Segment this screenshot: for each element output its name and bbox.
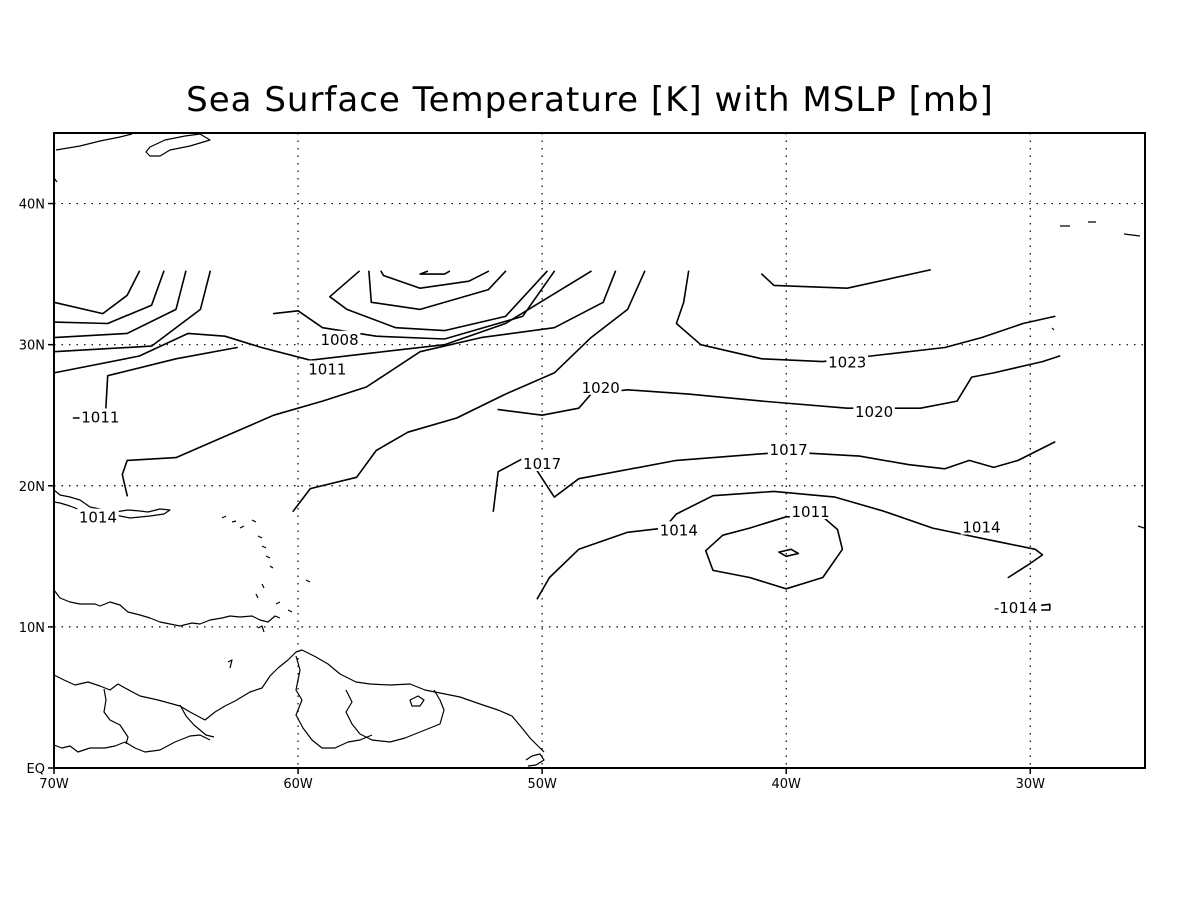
isobar-1014 xyxy=(121,270,617,497)
isobars xyxy=(53,269,1061,611)
isobar-label: 1017 xyxy=(523,455,561,473)
isobar-label-bg xyxy=(77,508,119,525)
map-title: Sea Surface Temperature [K] with MSLP [m… xyxy=(186,80,994,120)
isobar-label: 1017 xyxy=(770,441,808,459)
isobar-1020 xyxy=(497,355,1061,416)
isobar-1011 xyxy=(704,516,844,590)
isobar-label: 1014 xyxy=(79,509,117,527)
coastline-mouth xyxy=(525,753,545,767)
y-tick-label: 40N xyxy=(19,198,45,213)
coastline-interior-4 xyxy=(345,689,445,743)
isobar-1023 xyxy=(675,270,1056,363)
isobar-label: 1011 xyxy=(81,408,119,426)
x-tick-label: 40W xyxy=(772,777,802,792)
isobar-1017 xyxy=(292,270,646,512)
y-tick-label: 30N xyxy=(19,339,45,354)
gridlines xyxy=(54,133,1145,768)
isobar-label: -1014 xyxy=(994,599,1038,617)
axis-ticks: 70W 60W 50W 40W 30W EQ 10N 20N 30N 40N xyxy=(19,198,1045,792)
isobar-1011 xyxy=(380,270,490,289)
isobar-label-bg xyxy=(318,330,361,347)
y-tick-label: 20N xyxy=(19,480,45,495)
coastline-central-america xyxy=(53,589,281,627)
isobar-1008 xyxy=(53,270,141,315)
isobar-label-bg xyxy=(767,440,810,457)
y-tick-label: 10N xyxy=(19,621,45,636)
isobar-label: 1011 xyxy=(308,360,346,378)
isobar-1014 xyxy=(1036,603,1051,611)
isobar-1008 xyxy=(53,270,211,353)
isobar-label: 1020 xyxy=(582,379,620,397)
isobar-1008 xyxy=(53,270,187,339)
coastline-islands xyxy=(221,515,311,669)
isobar-label-bg xyxy=(826,353,869,370)
coastline-interior-1 xyxy=(103,688,129,745)
x-tick-label: 50W xyxy=(527,777,557,792)
isobar-1014 xyxy=(536,490,1044,600)
isobar-label: 1014 xyxy=(660,521,698,539)
coastline-interior-5 xyxy=(53,734,211,753)
isobar-label-bg xyxy=(853,402,895,419)
isobar-label: 1014 xyxy=(962,519,1000,537)
isobar-label-bg xyxy=(658,521,700,538)
coastline-lake xyxy=(409,695,425,707)
isobar-1023 xyxy=(761,269,931,289)
isobar-1008 xyxy=(778,548,800,558)
isobar-label-bg xyxy=(960,518,1003,535)
y-tick-label: EQ xyxy=(27,762,45,777)
isobar-label: 1011 xyxy=(792,503,830,521)
isobar-label-bg xyxy=(306,360,349,377)
coastline-interior-2 xyxy=(179,704,215,738)
isobar-label-bg xyxy=(521,455,563,472)
isobar-1011 xyxy=(419,270,451,275)
isobar-1011 xyxy=(72,346,238,419)
isobar-label-bg xyxy=(990,598,1042,615)
isobar-labels: 1008 1011 1011 1020 1023 1020 1017 1017 1011 1014… xyxy=(77,330,1042,617)
map-frame xyxy=(53,132,1146,769)
isobar-1011 xyxy=(368,270,507,311)
isobar-label: 1023 xyxy=(828,353,866,371)
isobar-label-bg xyxy=(579,378,622,395)
coastlines xyxy=(53,133,1145,767)
x-tick-label: 30W xyxy=(1016,777,1046,792)
isobar-label-bg xyxy=(789,503,832,519)
coastline-north-island xyxy=(145,133,211,157)
x-tick-label: 70W xyxy=(39,777,69,792)
x-tick-label: 60W xyxy=(283,777,313,792)
isobar-1011 xyxy=(53,270,592,374)
isobar-1008 xyxy=(272,270,556,340)
isobar-label: 1008 xyxy=(320,331,358,349)
isobar-1008 xyxy=(53,270,165,325)
isobar-1008 xyxy=(329,270,548,332)
coastline-south-america xyxy=(53,649,545,753)
coastline-north xyxy=(55,133,133,151)
isobar-label: 1020 xyxy=(855,403,893,421)
coastline-azores xyxy=(1051,221,1145,529)
isobar-label-bg xyxy=(79,408,122,425)
coastline-interior-3 xyxy=(295,655,373,749)
